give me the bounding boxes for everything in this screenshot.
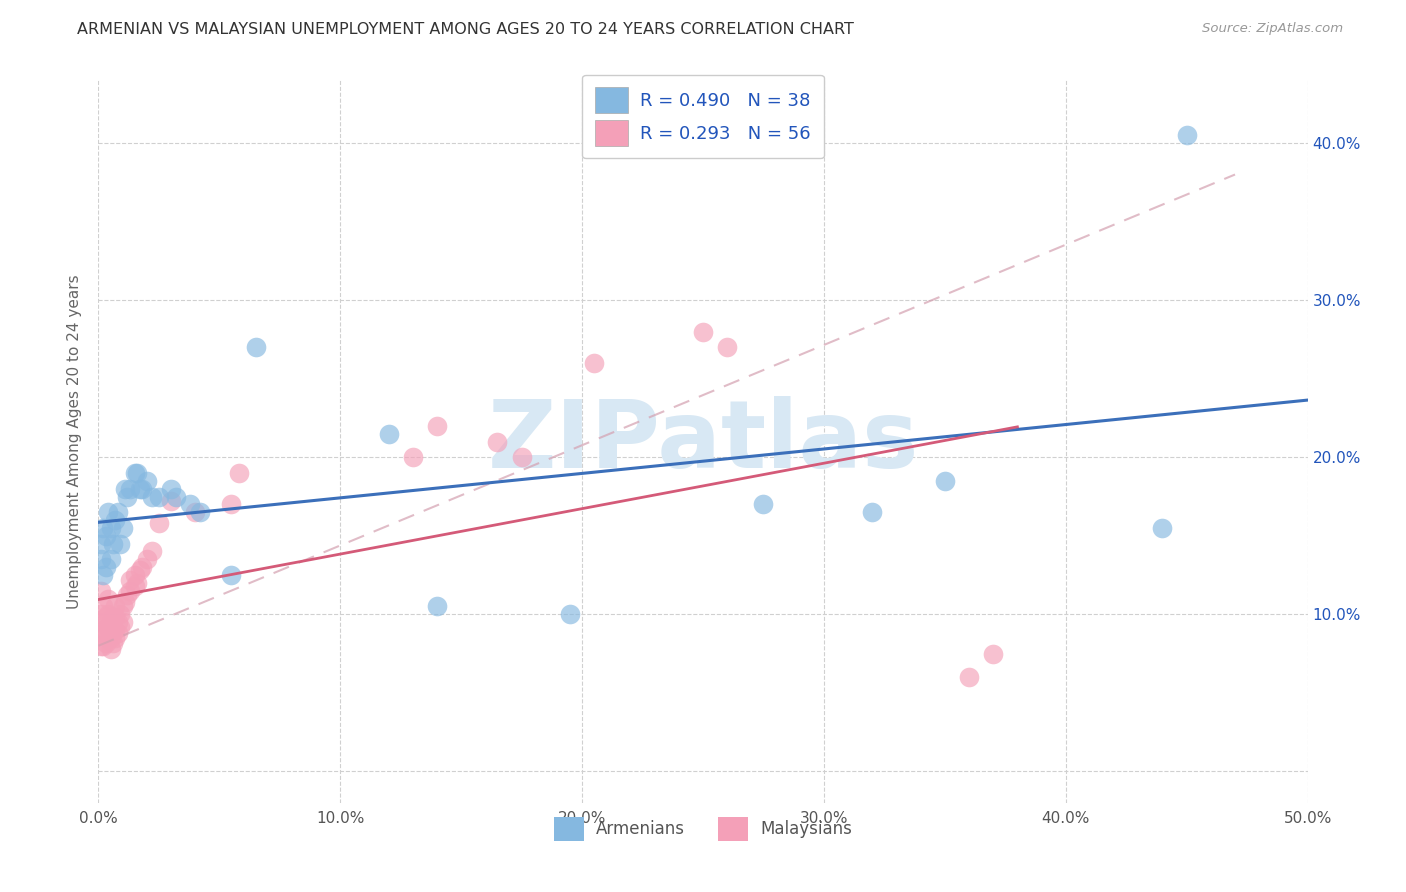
Point	[716, 340, 738, 354]
Y-axis label: Unemployment Among Ages 20 to 24 years: Unemployment Among Ages 20 to 24 years	[66, 274, 82, 609]
Point	[100, 552, 122, 566]
Point	[101, 536, 124, 550]
Point	[402, 450, 425, 465]
Point	[117, 490, 139, 504]
Point	[90, 583, 112, 598]
Point	[124, 466, 146, 480]
Point	[97, 620, 120, 634]
Point	[107, 505, 129, 519]
Point	[97, 591, 120, 606]
Point	[486, 434, 509, 449]
Point	[131, 482, 153, 496]
Point	[104, 599, 127, 614]
Point	[160, 482, 183, 496]
Point	[94, 529, 117, 543]
Point	[245, 340, 267, 354]
Point	[957, 670, 980, 684]
Point	[114, 595, 136, 609]
Point	[141, 544, 163, 558]
Point	[94, 560, 117, 574]
Point	[127, 575, 149, 590]
Point	[101, 620, 124, 634]
Point	[97, 505, 120, 519]
Point	[91, 568, 114, 582]
Point	[188, 505, 211, 519]
Point	[934, 474, 956, 488]
Point	[124, 568, 146, 582]
Point	[90, 639, 112, 653]
Point	[184, 505, 207, 519]
Point	[558, 607, 581, 622]
Point	[104, 631, 127, 645]
Point	[752, 497, 775, 511]
Point	[94, 635, 117, 649]
Point	[135, 474, 157, 488]
Point	[127, 466, 149, 480]
Point	[117, 589, 139, 603]
Point	[97, 607, 120, 622]
Point	[104, 623, 127, 637]
Point	[583, 356, 606, 370]
Point	[108, 620, 131, 634]
Point	[111, 521, 134, 535]
Point	[107, 615, 129, 630]
Text: ZIPatlas: ZIPatlas	[488, 395, 918, 488]
Point	[94, 610, 117, 624]
Point	[118, 482, 141, 496]
Point	[111, 599, 134, 614]
Point	[100, 631, 122, 645]
Point	[160, 494, 183, 508]
Point	[118, 573, 141, 587]
Point	[104, 610, 127, 624]
Point	[101, 610, 124, 624]
Point	[91, 626, 114, 640]
Point	[148, 516, 170, 531]
Point	[94, 623, 117, 637]
Point	[377, 426, 399, 441]
Point	[426, 418, 449, 433]
Point	[100, 615, 122, 630]
Legend: Armenians, Malaysians: Armenians, Malaysians	[543, 805, 863, 852]
Point	[108, 607, 131, 622]
Point	[221, 497, 243, 511]
Point	[221, 568, 243, 582]
Text: Source: ZipAtlas.com: Source: ZipAtlas.com	[1202, 22, 1343, 36]
Point	[91, 615, 114, 630]
Point	[100, 641, 122, 656]
Point	[91, 521, 114, 535]
Point	[128, 482, 150, 496]
Point	[426, 599, 449, 614]
Point	[692, 325, 714, 339]
Point	[90, 552, 112, 566]
Point	[100, 521, 122, 535]
Point	[128, 563, 150, 577]
Point	[1152, 521, 1174, 535]
Point	[104, 513, 127, 527]
Point	[97, 631, 120, 645]
Point	[91, 639, 114, 653]
Point	[228, 466, 250, 480]
Point	[114, 482, 136, 496]
Point	[135, 552, 157, 566]
Point	[510, 450, 533, 465]
Point	[101, 635, 124, 649]
Point	[148, 490, 170, 504]
Point	[91, 599, 114, 614]
Point	[107, 626, 129, 640]
Point	[90, 607, 112, 622]
Point	[981, 647, 1004, 661]
Text: ARMENIAN VS MALAYSIAN UNEMPLOYMENT AMONG AGES 20 TO 24 YEARS CORRELATION CHART: ARMENIAN VS MALAYSIAN UNEMPLOYMENT AMONG…	[77, 22, 855, 37]
Point	[90, 536, 112, 550]
Point	[90, 623, 112, 637]
Point	[141, 490, 163, 504]
Point	[860, 505, 883, 519]
Point	[165, 490, 187, 504]
Point	[124, 579, 146, 593]
Point	[118, 583, 141, 598]
Point	[108, 536, 131, 550]
Point	[1175, 128, 1198, 143]
Point	[179, 497, 201, 511]
Point	[131, 560, 153, 574]
Point	[111, 615, 134, 630]
